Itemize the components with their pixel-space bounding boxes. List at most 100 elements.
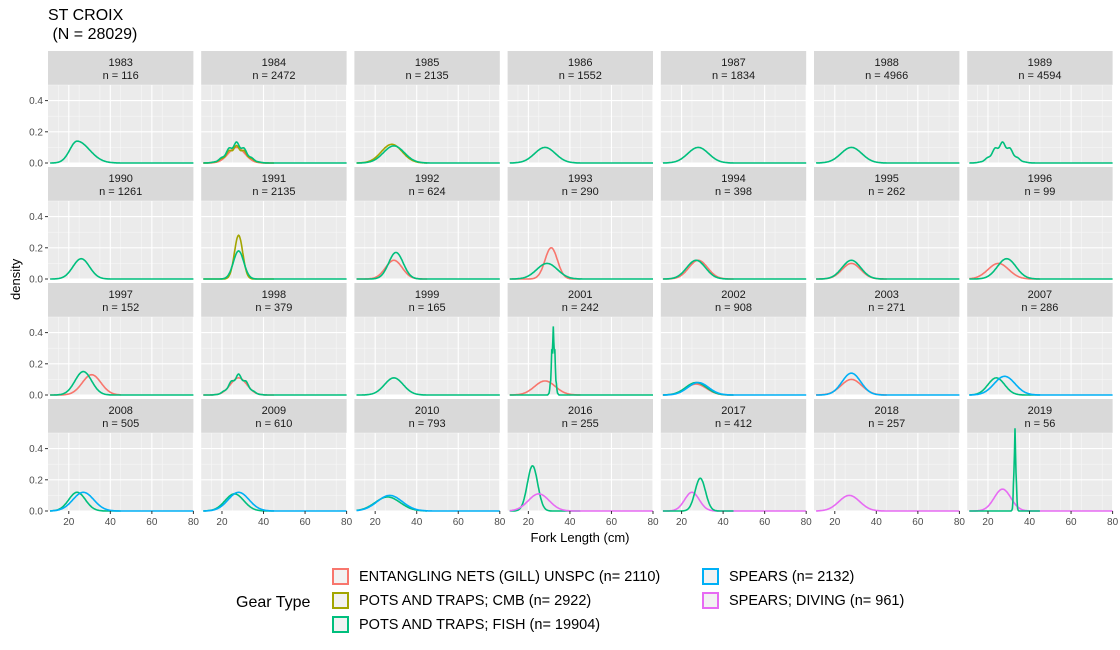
density-curve	[203, 491, 347, 512]
x-tick-label: 60	[912, 517, 924, 528]
strip-n: n = 1834	[712, 70, 755, 82]
x-tick-label: 20	[370, 517, 382, 528]
y-tick-label: 0.2	[29, 127, 43, 138]
strip-n: n = 610	[255, 418, 292, 430]
x-tick-label: 20	[63, 517, 75, 528]
strip-year: 1986	[568, 57, 592, 69]
strip-year: 2019	[1028, 405, 1052, 417]
strip-n: n = 286	[1021, 302, 1058, 314]
legend-key-entangling-nets	[332, 568, 349, 585]
x-tick-label: 80	[647, 517, 659, 528]
legend-key-pots-traps-cmb	[332, 592, 349, 609]
strip-n: n = 165	[409, 302, 446, 314]
density-curve	[509, 326, 653, 396]
strip-n: n = 2472	[252, 70, 295, 82]
x-tick-label: 80	[341, 517, 353, 528]
strip-background	[660, 51, 807, 85]
strip-background	[354, 51, 500, 85]
legend-item-entangling-nets: ENTANGLING NETS (GILL) UNSPC (n= 2110)	[332, 568, 660, 585]
legend-item-spears: SPEARS (n= 2132)	[702, 568, 854, 585]
strip-n: n = 1261	[99, 186, 142, 198]
strip-n: n = 152	[102, 302, 139, 314]
density-curve	[969, 376, 1040, 396]
x-tick-label: 20	[829, 517, 841, 528]
legend-label-pots-traps-fish: POTS AND TRAPS; FISH (n= 19904)	[359, 616, 601, 633]
density-curve	[509, 380, 581, 396]
strip-background	[814, 51, 960, 85]
density-curve	[50, 491, 121, 512]
legend-item-pots-traps-cmb: POTS AND TRAPS; CMB (n= 2922)	[332, 592, 591, 609]
x-tick-label: 40	[871, 517, 883, 528]
density-curve	[50, 491, 194, 512]
y-tick-label: 0.4	[29, 328, 43, 339]
y-tick-label: 0.2	[29, 475, 43, 486]
density-curve	[816, 259, 960, 280]
y-tick-label: 0.4	[29, 444, 43, 455]
density-curve	[509, 262, 653, 280]
x-axis-label: Fork Length (cm)	[530, 530, 630, 545]
strip-n: n = 255	[562, 418, 599, 430]
strip-n: n = 271	[868, 302, 905, 314]
y-tick-label: 0.2	[29, 243, 43, 254]
strip-n: n = 2135	[406, 70, 449, 82]
strip-background	[967, 51, 1113, 85]
x-tick-label: 80	[801, 517, 813, 528]
legend-key-spears-diving	[702, 592, 719, 609]
strip-n: n = 4966	[865, 70, 908, 82]
strip-year: 1990	[108, 173, 132, 185]
strip-year: 2017	[721, 405, 745, 417]
x-tick-label: 40	[564, 517, 576, 528]
strip-background	[201, 51, 347, 85]
density-curve	[356, 494, 500, 512]
strip-n: n = 242	[562, 302, 599, 314]
strip-n: n = 2135	[252, 186, 295, 198]
strip-background	[814, 167, 960, 201]
chart-title: ST CROIX (N = 28029)	[48, 7, 138, 43]
density-curve	[356, 144, 500, 164]
x-tick-label: 80	[188, 517, 200, 528]
density-curve	[662, 259, 807, 280]
strip-n: n = 398	[715, 186, 752, 198]
strip-year: 1992	[415, 173, 439, 185]
density-curve	[356, 376, 500, 396]
y-tick-label: 0.2	[29, 359, 43, 370]
density-curve	[662, 477, 734, 512]
strip-year: 1995	[874, 173, 898, 185]
strip-year: 2010	[415, 405, 439, 417]
x-tick-label: 80	[954, 517, 966, 528]
x-tick-label: 60	[759, 517, 771, 528]
strip-n: n = 505	[102, 418, 139, 430]
density-curve	[203, 250, 347, 280]
x-tick-label: 20	[982, 517, 994, 528]
strip-background	[354, 167, 500, 201]
strip-n: n = 116	[103, 70, 139, 82]
strip-n: n = 4594	[1018, 70, 1061, 82]
strip-background	[814, 399, 960, 433]
strip-year: 1993	[568, 173, 592, 185]
density-curve	[356, 251, 500, 280]
density-curve	[969, 262, 1040, 280]
strip-n: n = 908	[715, 302, 752, 314]
x-tick-label: 40	[105, 517, 117, 528]
x-tick-label: 60	[1065, 517, 1077, 528]
y-axis-label: density	[8, 258, 23, 300]
density-curve	[815, 146, 960, 164]
density-curve	[50, 257, 194, 280]
strip-year: 1991	[262, 173, 286, 185]
density-curve	[50, 140, 194, 164]
legend-label-spears-diving: SPEARS; DIVING (n= 961)	[729, 592, 905, 609]
